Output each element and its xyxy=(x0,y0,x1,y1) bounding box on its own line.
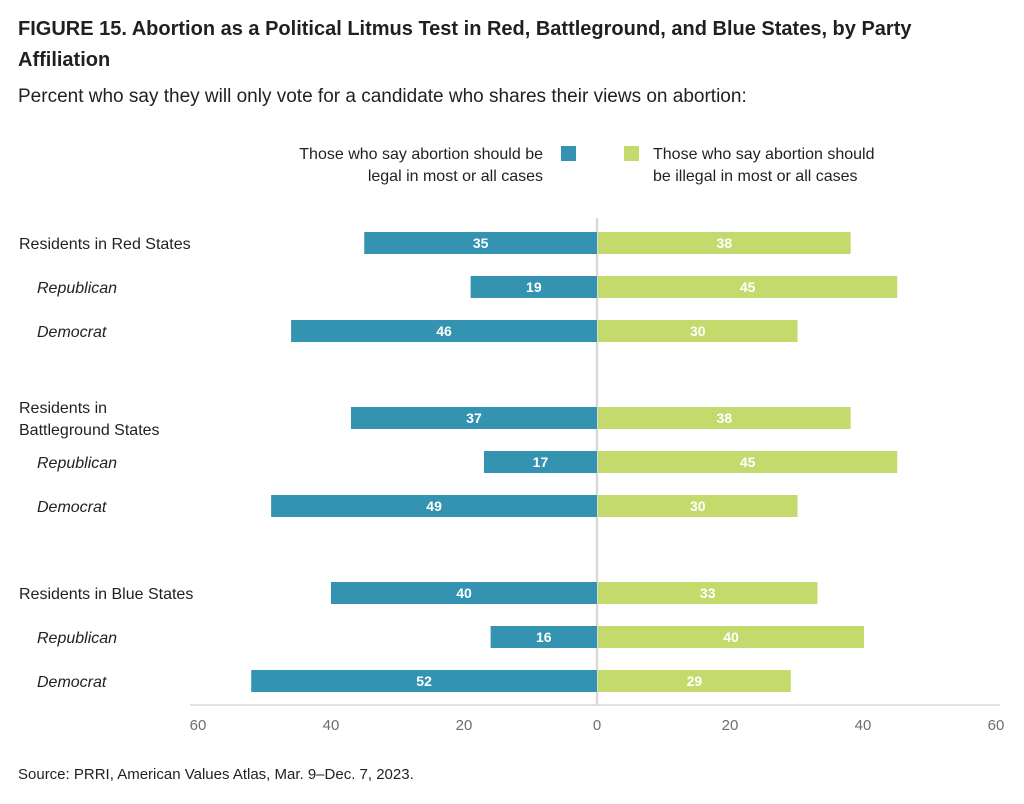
data-label-illegal: 29 xyxy=(687,673,703,689)
category-label: Battleground States xyxy=(19,422,160,439)
data-label-legal: 35 xyxy=(473,235,489,251)
legend-legal-line-2: legal in most or all cases xyxy=(367,168,543,185)
data-label-illegal: 40 xyxy=(723,629,739,645)
data-label-illegal: 38 xyxy=(717,410,733,426)
category-label: Residents in xyxy=(19,400,107,417)
x-tick-label: 20 xyxy=(722,717,739,734)
category-label: Republican xyxy=(37,455,117,472)
legend-illegal-line-2: be illegal in most or all cases xyxy=(653,168,858,185)
data-label-legal: 52 xyxy=(416,673,432,689)
bar-illegal xyxy=(598,407,851,429)
bar-illegal xyxy=(598,276,898,298)
data-label-legal: 19 xyxy=(526,279,542,295)
legend-illegal-label: Those who say abortion should be illegal… xyxy=(653,144,874,188)
bar-legal xyxy=(483,451,597,473)
data-label-illegal: 45 xyxy=(740,454,756,470)
bar-legal xyxy=(490,626,597,648)
x-tick-label: 60 xyxy=(190,717,207,734)
category-label: Democrat xyxy=(37,324,107,341)
source-note: Source: PRRI, American Values Atlas, Mar… xyxy=(18,766,414,783)
data-label-illegal: 30 xyxy=(690,323,706,339)
bar-legal xyxy=(251,670,597,692)
legend-legal-line-1: Those who say abortion should be xyxy=(299,146,543,163)
bar-illegal xyxy=(598,232,851,254)
bar-legal xyxy=(271,495,597,517)
data-label-illegal: 30 xyxy=(690,498,706,514)
x-tick-label: 40 xyxy=(323,717,340,734)
data-label-illegal: 38 xyxy=(717,235,733,251)
data-label-illegal: 45 xyxy=(740,279,756,295)
bar-illegal xyxy=(598,626,864,648)
chart-subtitle: Percent who say they will only vote for … xyxy=(18,86,747,107)
bar-illegal xyxy=(598,451,898,473)
data-label-legal: 49 xyxy=(426,498,442,514)
category-label: Democrat xyxy=(37,499,107,516)
bar-illegal xyxy=(598,495,798,517)
category-label: Republican xyxy=(37,630,117,647)
data-label-legal: 16 xyxy=(536,629,552,645)
x-tick-label: 60 xyxy=(988,717,1005,734)
bar-illegal xyxy=(598,320,798,342)
data-label-legal: 37 xyxy=(466,410,482,426)
data-label-legal: 40 xyxy=(456,585,472,601)
category-label: Residents in Red States xyxy=(19,236,191,253)
data-label-illegal: 33 xyxy=(700,585,716,601)
bar-illegal xyxy=(598,670,791,692)
legend-legal-swatch xyxy=(561,146,576,161)
legend-illegal-swatch xyxy=(624,146,639,161)
bar-legal xyxy=(291,320,597,342)
data-label-legal: 17 xyxy=(533,454,549,470)
chart-title: FIGURE 15. Abortion as a Political Litmu… xyxy=(18,18,912,71)
legend-legal-label: Those who say abortion should be legal i… xyxy=(299,144,543,188)
bar-legal xyxy=(350,407,597,429)
legend-illegal-line-1: Those who say abortion should xyxy=(653,146,875,163)
bar-illegal xyxy=(598,582,818,604)
bar-legal xyxy=(470,276,597,298)
x-tick-label: 40 xyxy=(855,717,872,734)
category-label: Democrat xyxy=(37,674,107,691)
bar-legal xyxy=(364,232,597,254)
category-label: Residents in Blue States xyxy=(19,586,193,603)
bar-legal xyxy=(331,582,597,604)
x-tick-label: 0 xyxy=(593,717,601,734)
x-tick-label: 20 xyxy=(456,717,473,734)
category-label: Republican xyxy=(37,280,117,297)
data-label-legal: 46 xyxy=(436,323,452,339)
